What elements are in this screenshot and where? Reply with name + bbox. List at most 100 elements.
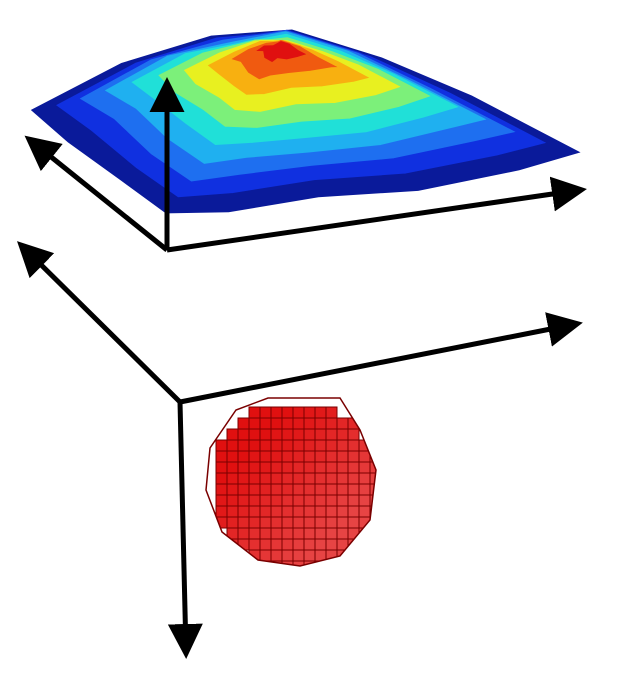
- voxel-cube: [281, 450, 294, 463]
- voxel-cube: [259, 560, 272, 566]
- voxel-cube: [325, 428, 338, 441]
- voxel-cube: [248, 494, 261, 507]
- voxel-cube: [336, 450, 349, 463]
- voxel-cube: [215, 505, 228, 518]
- voxel-cube: [259, 483, 272, 496]
- voxel-cube: [237, 505, 250, 518]
- voxel-cube: [314, 406, 327, 419]
- voxel-cube: [248, 439, 261, 452]
- voxel-cube: [325, 494, 338, 507]
- voxel-cube: [281, 538, 294, 551]
- voxel-cube: [237, 483, 250, 496]
- voxel-cube: [270, 538, 283, 551]
- voxel-cube: [270, 450, 283, 463]
- voxel-cube: [336, 439, 349, 452]
- voxel-cube: [292, 483, 305, 496]
- voxel-cube: [281, 406, 294, 419]
- voxel-cube: [226, 439, 239, 452]
- voxel-cube: [336, 461, 349, 474]
- voxel-cube: [270, 483, 283, 496]
- voxel-cube: [303, 439, 316, 452]
- voxel-cube: [292, 527, 305, 540]
- voxel-cube: [270, 439, 283, 452]
- voxel-cube: [248, 406, 261, 419]
- voxel-cube: [325, 483, 338, 496]
- voxel-cube: [270, 461, 283, 474]
- voxel-cube: [215, 450, 228, 463]
- top-axis-y: [24, 135, 169, 252]
- voxel-cube: [281, 417, 294, 430]
- voxel-cube: [336, 494, 349, 507]
- voxel-cube: [226, 505, 239, 518]
- voxel-cube: [325, 406, 338, 419]
- voxel-cube: [347, 483, 360, 496]
- voxel-cube: [347, 527, 360, 540]
- height-surface: [30, 29, 581, 214]
- voxel-cube: [314, 428, 327, 441]
- top-axes: [24, 77, 587, 253]
- voxel-cube: [292, 549, 305, 562]
- voxel-sphere-outline: [205, 397, 377, 567]
- voxel-cube: [215, 472, 228, 485]
- voxel-cube: [281, 505, 294, 518]
- voxel-cube: [281, 483, 294, 496]
- voxel-cube: [259, 527, 272, 540]
- voxel-cube: [270, 516, 283, 529]
- voxel-cube: [314, 472, 327, 485]
- voxel-cube: [237, 527, 250, 540]
- voxel-cube: [314, 461, 327, 474]
- voxel-cube: [237, 428, 250, 441]
- voxel-cube: [358, 483, 371, 496]
- voxel-cube: [358, 494, 371, 507]
- voxel-cube: [270, 494, 283, 507]
- voxel-cube: [314, 439, 327, 452]
- voxel-cube: [336, 483, 349, 496]
- voxel-cube: [303, 406, 316, 419]
- voxel-cube: [226, 472, 239, 485]
- voxel-cube: [314, 516, 327, 529]
- surface-band: [253, 39, 311, 64]
- voxel-cube: [248, 472, 261, 485]
- voxel-cube: [292, 494, 305, 507]
- voxel-cube: [336, 472, 349, 485]
- voxel-cube: [237, 417, 250, 430]
- voxel-cube: [248, 538, 261, 551]
- voxel-cube: [281, 560, 294, 566]
- voxel-cube: [369, 483, 376, 496]
- voxel-cube: [358, 461, 371, 474]
- voxel-cube: [248, 527, 261, 540]
- voxel-cube: [325, 516, 338, 529]
- voxel-cube: [270, 527, 283, 540]
- voxel-cube: [248, 450, 261, 463]
- voxel-cube: [292, 505, 305, 518]
- voxel-cube: [347, 439, 360, 452]
- voxel-cube: [248, 417, 261, 430]
- voxel-cube: [336, 505, 349, 518]
- voxel-cube: [325, 450, 338, 463]
- voxel-cube: [292, 439, 305, 452]
- voxel-cube: [347, 516, 360, 529]
- voxel-cube: [347, 472, 360, 485]
- voxel-cube: [259, 406, 272, 419]
- voxel-cube: [281, 527, 294, 540]
- voxel-cube: [303, 494, 316, 507]
- voxel-cube: [259, 450, 272, 463]
- voxel-cube: [347, 494, 360, 507]
- voxel-cube: [336, 428, 349, 441]
- voxel-cube: [259, 472, 272, 485]
- voxel-cube: [270, 472, 283, 485]
- voxel-cube: [358, 527, 371, 540]
- voxel-cube: [303, 516, 316, 529]
- voxel-cube: [215, 483, 228, 496]
- voxel-cube: [248, 428, 261, 441]
- voxel-cube: [259, 494, 272, 507]
- voxel-cube: [292, 516, 305, 529]
- voxel-cube: [281, 516, 294, 529]
- voxel-cube: [303, 527, 316, 540]
- voxel-cube: [270, 417, 283, 430]
- voxel-cube: [259, 549, 272, 562]
- voxel-cube: [336, 417, 349, 430]
- bottom-axis-x: [179, 312, 583, 405]
- voxel-cube: [292, 417, 305, 430]
